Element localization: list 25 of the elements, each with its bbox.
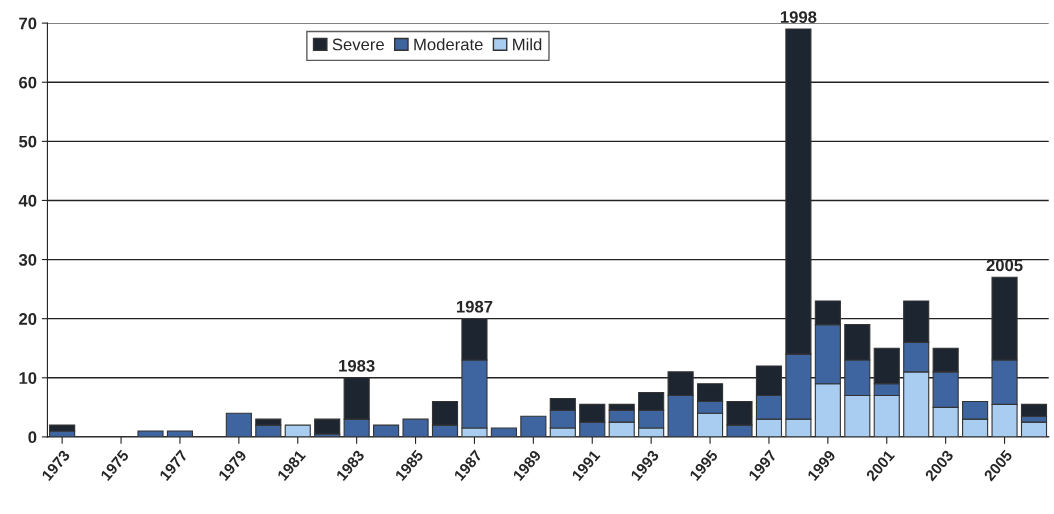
bar xyxy=(520,415,547,437)
bar xyxy=(402,418,429,437)
bar xyxy=(137,430,164,437)
y-tick-label: 40 xyxy=(18,194,37,207)
y-tick-label: 10 xyxy=(19,372,37,384)
annotation: 1998 xyxy=(780,11,817,23)
legend-label: Severe xyxy=(332,38,384,51)
annotation: 1983 xyxy=(339,359,375,372)
legend-label: Mild xyxy=(513,38,542,51)
annotation: 2005 xyxy=(986,259,1023,272)
annotation: 1987 xyxy=(456,300,493,313)
bar xyxy=(166,430,194,437)
bar xyxy=(314,418,341,435)
bar xyxy=(284,424,311,437)
y-tick-label: 60 xyxy=(19,76,37,89)
y-tick-label: 30 xyxy=(18,253,37,266)
bar xyxy=(373,424,400,437)
bar xyxy=(1020,421,1048,437)
y-tick-label: 0 xyxy=(28,431,37,444)
bar xyxy=(225,412,252,437)
y-tick-label: 70 xyxy=(19,17,37,30)
bar xyxy=(490,427,517,437)
y-tick-label: 20 xyxy=(19,313,37,325)
legend-label: Moderate xyxy=(414,38,483,51)
y-tick-label: 50 xyxy=(18,135,37,148)
